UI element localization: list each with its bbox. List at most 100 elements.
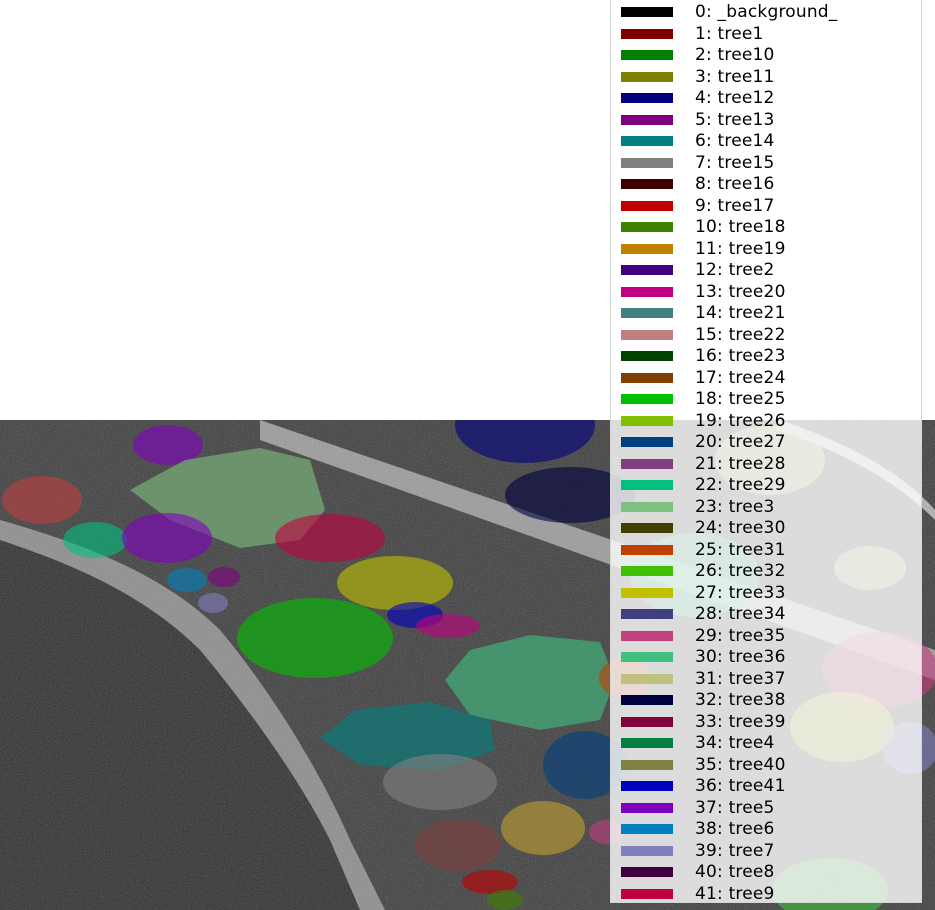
- legend-label: 17: tree24: [695, 367, 786, 388]
- legend-item: 31: tree37: [621, 668, 921, 689]
- legend-swatch: [621, 716, 673, 727]
- legend-swatch: [621, 351, 673, 361]
- legend-label: 1: tree1: [695, 23, 764, 44]
- legend-swatch: [621, 673, 673, 684]
- legend-label: 29: tree35: [695, 625, 786, 646]
- tree-mask: [63, 522, 127, 558]
- legend-item: 17: tree24: [621, 367, 921, 388]
- legend-swatch: [621, 480, 673, 490]
- tree-mask: [505, 467, 635, 523]
- legend-label: 5: tree13: [695, 109, 775, 130]
- legend-label: 25: tree31: [695, 539, 786, 560]
- legend-swatch: [621, 286, 673, 297]
- legend-swatch: [621, 394, 673, 404]
- tree-mask: [383, 754, 497, 810]
- tree-mask: [208, 567, 240, 587]
- legend-label: 14: tree21: [695, 303, 786, 323]
- legend-label: 33: tree39: [695, 711, 786, 732]
- legend-label: 11: tree19: [695, 238, 786, 259]
- legend-item: 16: tree23: [621, 346, 921, 366]
- legend-label: 7: tree15: [695, 152, 775, 173]
- legend-swatch: [621, 695, 673, 705]
- legend-item: 15: tree22: [621, 325, 921, 345]
- legend-label: 8: tree16: [695, 174, 775, 194]
- legend-item: 34: tree4: [621, 733, 921, 753]
- legend-item: 9: tree17: [621, 196, 921, 216]
- tree-mask: [501, 801, 585, 855]
- tree-mask: [198, 593, 228, 613]
- legend-item: 39: tree7: [621, 840, 921, 861]
- legend-item: 11: tree19: [621, 238, 921, 259]
- legend-label: 10: tree18: [695, 217, 786, 237]
- legend-swatch: [621, 114, 673, 125]
- legend-swatch: [621, 544, 673, 555]
- legend-swatch: [621, 308, 673, 318]
- legend-swatch: [621, 437, 673, 447]
- tree-mask: [133, 425, 203, 465]
- legend-item: 0: _background_: [621, 2, 921, 22]
- legend-swatch: [621, 501, 673, 512]
- legend-label: 20: tree27: [695, 432, 786, 452]
- legend-swatch: [621, 458, 673, 469]
- legend-swatch: [621, 738, 673, 748]
- legend-swatch: [621, 587, 673, 598]
- legend-item: 27: tree33: [621, 583, 921, 603]
- legend-swatch: [621, 523, 673, 533]
- legend-item: 10: tree18: [621, 217, 921, 237]
- legend-item: 12: tree2: [621, 260, 921, 280]
- legend-label: 38: tree6: [695, 819, 775, 839]
- legend-label: 36: tree41: [695, 776, 786, 796]
- legend-label: 19: tree26: [695, 410, 786, 431]
- legend-label: 4: tree12: [695, 88, 775, 108]
- legend-swatch: [621, 93, 673, 103]
- legend-swatch: [621, 28, 673, 39]
- legend-label: 41: tree9: [695, 883, 775, 904]
- tree-mask: [337, 556, 453, 610]
- legend-item: 41: tree9: [621, 883, 921, 904]
- legend-item: 5: tree13: [621, 109, 921, 130]
- legend-swatch: [621, 781, 673, 791]
- legend-item: 25: tree31: [621, 539, 921, 560]
- tree-mask: [487, 890, 523, 910]
- tree-mask: [167, 568, 207, 592]
- legend-label: 3: tree11: [695, 66, 775, 87]
- legend-label: 31: tree37: [695, 668, 786, 689]
- legend-swatch: [621, 265, 673, 275]
- legend-label: 37: tree5: [695, 797, 775, 818]
- tree-mask: [415, 819, 501, 871]
- legend-swatch: [621, 630, 673, 641]
- legend-label: 30: tree36: [695, 647, 786, 667]
- legend-label: 18: tree25: [695, 389, 786, 409]
- legend-item: 36: tree41: [621, 776, 921, 796]
- legend-swatch: [621, 566, 673, 576]
- legend-item: 19: tree26: [621, 410, 921, 431]
- legend-swatch: [621, 7, 673, 17]
- legend-item: 37: tree5: [621, 797, 921, 818]
- legend-label: 24: tree30: [695, 518, 786, 538]
- legend-swatch: [621, 136, 673, 146]
- tree-mask: [2, 476, 82, 524]
- tree-mask: [462, 870, 518, 894]
- legend-swatch: [621, 415, 673, 426]
- legend-item: 30: tree36: [621, 647, 921, 667]
- legend-swatch: [621, 609, 673, 619]
- legend-item: 7: tree15: [621, 152, 921, 173]
- legend-label: 28: tree34: [695, 604, 786, 624]
- tree-mask: [455, 420, 595, 463]
- legend-item: 20: tree27: [621, 432, 921, 452]
- legend-item: 14: tree21: [621, 303, 921, 323]
- legend-label: 34: tree4: [695, 733, 775, 753]
- legend-label: 16: tree23: [695, 346, 786, 366]
- legend-label: 23: tree3: [695, 496, 775, 517]
- legend-label: 39: tree7: [695, 840, 775, 861]
- legend-swatch: [621, 824, 673, 834]
- legend-item: 35: tree40: [621, 755, 921, 775]
- legend-item: 22: tree29: [621, 475, 921, 495]
- legend-item: 23: tree3: [621, 496, 921, 517]
- legend-item: 2: tree10: [621, 45, 921, 65]
- tree-mask: [543, 731, 627, 799]
- legend-item: 3: tree11: [621, 66, 921, 87]
- legend-swatch: [621, 888, 673, 899]
- legend-swatch: [621, 867, 673, 877]
- legend-item: 21: tree28: [621, 454, 921, 474]
